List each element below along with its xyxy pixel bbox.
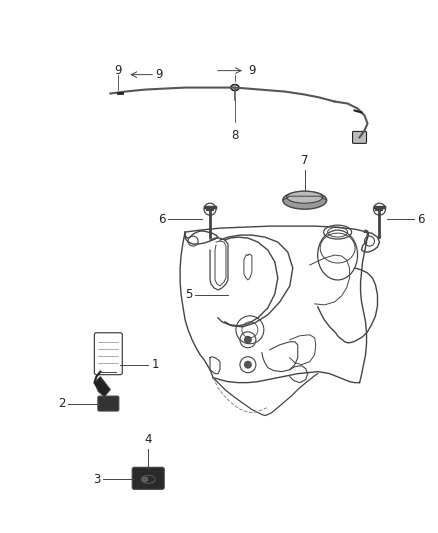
Circle shape [244, 361, 252, 369]
Text: 2: 2 [58, 397, 66, 410]
Text: 8: 8 [231, 130, 239, 142]
Text: 5: 5 [185, 288, 192, 301]
FancyBboxPatch shape [353, 132, 367, 143]
Text: 9: 9 [115, 64, 122, 77]
FancyBboxPatch shape [98, 396, 119, 411]
Ellipse shape [283, 191, 327, 209]
Text: 9: 9 [248, 64, 255, 77]
FancyBboxPatch shape [95, 333, 122, 375]
Ellipse shape [287, 191, 323, 203]
Polygon shape [95, 377, 110, 397]
Ellipse shape [143, 478, 148, 481]
Text: 9: 9 [155, 68, 162, 81]
Text: 6: 6 [417, 213, 425, 225]
Text: 4: 4 [145, 433, 152, 447]
Text: 6: 6 [158, 213, 165, 225]
Text: 7: 7 [301, 155, 308, 167]
FancyBboxPatch shape [132, 467, 164, 489]
Text: 1: 1 [151, 358, 159, 371]
Circle shape [244, 336, 252, 344]
Text: 3: 3 [93, 473, 100, 486]
